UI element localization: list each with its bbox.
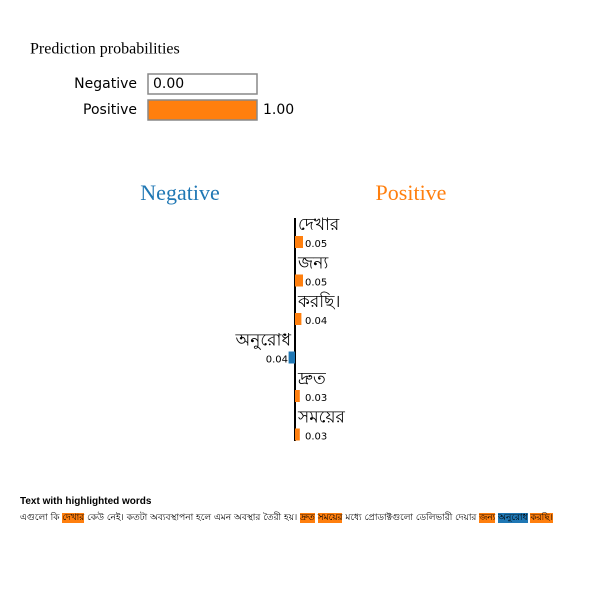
highlighted-word: দ্রুত	[300, 513, 315, 523]
text-segment: কেউ নেই। কতটা অব্যবস্থাপনা হলে এমন অবস্থ…	[84, 513, 301, 523]
probability-box	[147, 99, 258, 121]
weight-label: 0.03	[305, 432, 327, 443]
highlighted-word: দেখার	[62, 513, 85, 523]
weight-bar	[295, 313, 302, 325]
feature-label: করছি।	[297, 291, 341, 312]
highlighted-text: এগুলো কি দেখার কেউ নেই। কতটা অব্যবস্থাপন…	[20, 510, 580, 525]
text-title: Text with highlighted words	[20, 496, 152, 507]
feature-label: জন্য	[297, 254, 329, 274]
positive-title: Positive	[376, 180, 447, 205]
weight-label: 0.05	[305, 278, 327, 289]
weight-bar	[288, 351, 295, 364]
highlighted-word: সময়ের	[317, 513, 343, 523]
probability-label: 1.00	[263, 102, 294, 118]
weight-bar	[295, 428, 300, 441]
weight-label: 0.04	[305, 316, 327, 327]
highlighted-word: অনুরোধ	[498, 513, 528, 523]
negative-title: Negative	[140, 180, 219, 205]
class-label: Positive	[83, 102, 137, 118]
feature-label: সময়ের	[297, 408, 346, 428]
text-segment: এগুলো কি	[20, 513, 63, 523]
feature-label: দেখার	[298, 215, 340, 235]
text-segment: মধ্যে প্রোডাক্টগুলো ডেলিভারী দেয়ার	[342, 513, 480, 523]
highlighted-word: জন্য	[479, 513, 496, 523]
feature-label: দ্রুত	[297, 369, 326, 389]
probability-bar	[148, 100, 257, 120]
text-panel: Text with highlighted words এগুলো কি দেখ…	[20, 496, 580, 525]
weight-bar	[295, 274, 303, 287]
probabilities-title: Prediction probabilities	[30, 41, 180, 58]
weight-label: 0.04	[266, 355, 288, 366]
charts: Prediction probabilities Negative Positi…	[30, 41, 447, 443]
class-label: Negative	[74, 76, 137, 92]
feature-label: অনুরোধ	[234, 331, 291, 351]
highlighted-word: করছি।	[530, 513, 553, 523]
weight-label: 0.03	[305, 393, 327, 404]
weight-bar	[295, 236, 303, 248]
weight-label: 0.05	[305, 239, 327, 250]
probability-box	[147, 73, 258, 95]
probability-label: 0.00	[153, 76, 184, 92]
weight-bar	[295, 390, 300, 402]
